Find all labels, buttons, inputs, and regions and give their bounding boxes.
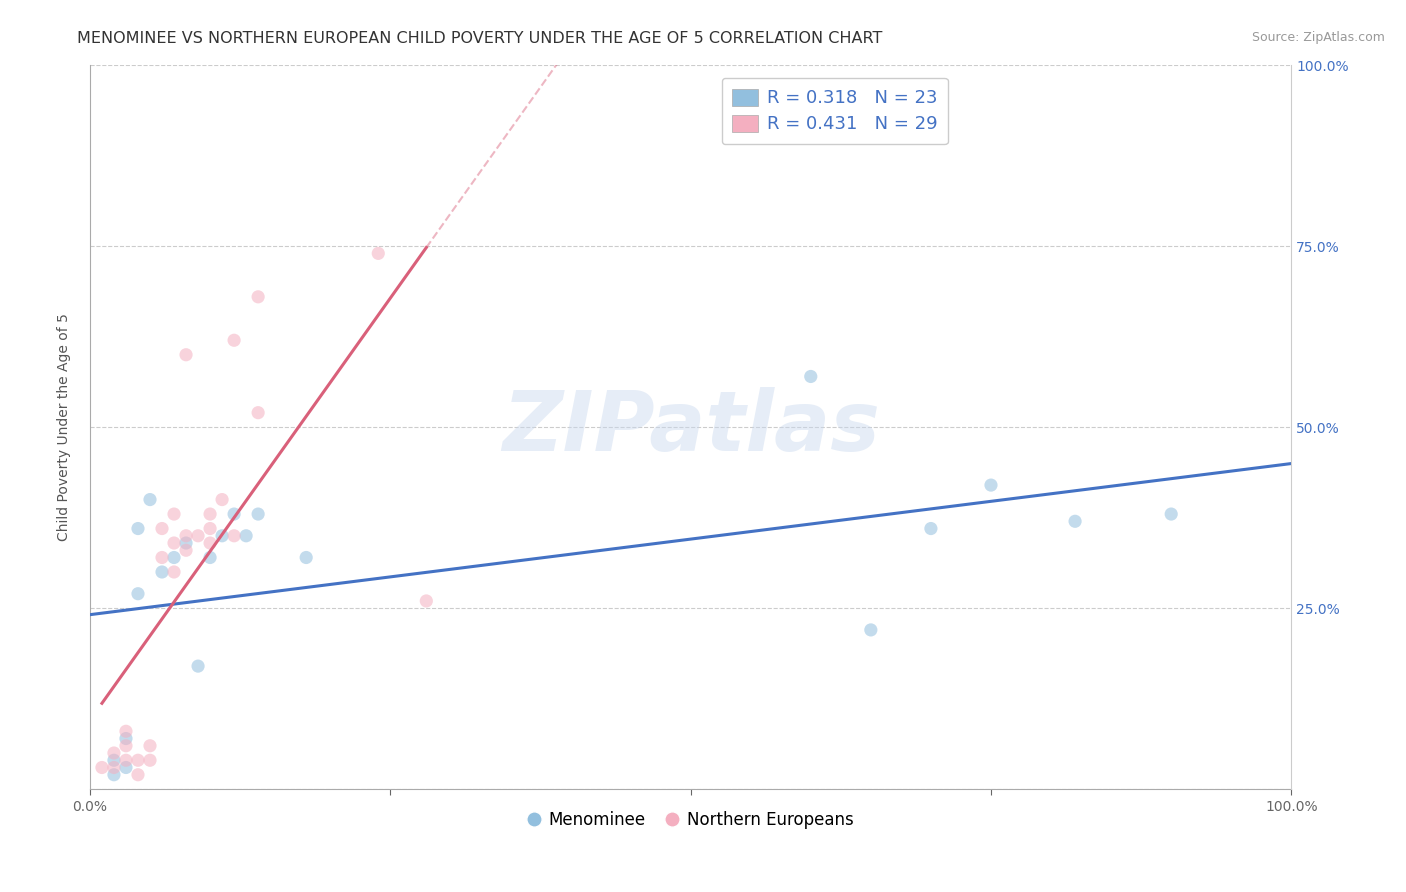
Point — [222, 333, 245, 347]
Text: MENOMINEE VS NORTHERN EUROPEAN CHILD POVERTY UNDER THE AGE OF 5 CORRELATION CHAR: MENOMINEE VS NORTHERN EUROPEAN CHILD POV… — [77, 31, 883, 46]
Point — [150, 565, 173, 579]
Point — [115, 753, 138, 767]
Point — [103, 746, 125, 760]
Point — [103, 760, 125, 774]
Point — [115, 739, 138, 753]
Point — [150, 522, 173, 536]
Point — [415, 594, 437, 608]
Point — [127, 587, 149, 601]
Point — [198, 550, 221, 565]
Point — [247, 507, 270, 521]
Point — [247, 290, 270, 304]
Point — [211, 529, 233, 543]
Point — [163, 550, 186, 565]
Point — [115, 760, 138, 774]
Point — [1064, 514, 1087, 528]
Point — [127, 522, 149, 536]
Point — [198, 522, 221, 536]
Point — [127, 768, 149, 782]
Text: ZIPatlas: ZIPatlas — [502, 386, 880, 467]
Point — [1160, 507, 1182, 521]
Point — [91, 760, 114, 774]
Point — [222, 507, 245, 521]
Point — [920, 522, 942, 536]
Point — [139, 739, 162, 753]
Point — [115, 724, 138, 739]
Point — [980, 478, 1002, 492]
Point — [235, 529, 257, 543]
Point — [174, 543, 197, 558]
Point — [103, 753, 125, 767]
Point — [139, 753, 162, 767]
Point — [800, 369, 823, 384]
Point — [859, 623, 882, 637]
Point — [222, 529, 245, 543]
Point — [174, 536, 197, 550]
Point — [187, 659, 209, 673]
Point — [103, 768, 125, 782]
Point — [187, 529, 209, 543]
Point — [211, 492, 233, 507]
Point — [163, 565, 186, 579]
Point — [295, 550, 318, 565]
Point — [174, 348, 197, 362]
Point — [163, 536, 186, 550]
Y-axis label: Child Poverty Under the Age of 5: Child Poverty Under the Age of 5 — [58, 313, 72, 541]
Point — [115, 731, 138, 746]
Point — [127, 753, 149, 767]
Point — [247, 406, 270, 420]
Legend: Menominee, Northern Europeans: Menominee, Northern Europeans — [520, 804, 860, 835]
Text: Source: ZipAtlas.com: Source: ZipAtlas.com — [1251, 31, 1385, 45]
Point — [198, 536, 221, 550]
Point — [174, 529, 197, 543]
Point — [163, 507, 186, 521]
Point — [198, 507, 221, 521]
Point — [150, 550, 173, 565]
Point — [139, 492, 162, 507]
Point — [367, 246, 389, 260]
